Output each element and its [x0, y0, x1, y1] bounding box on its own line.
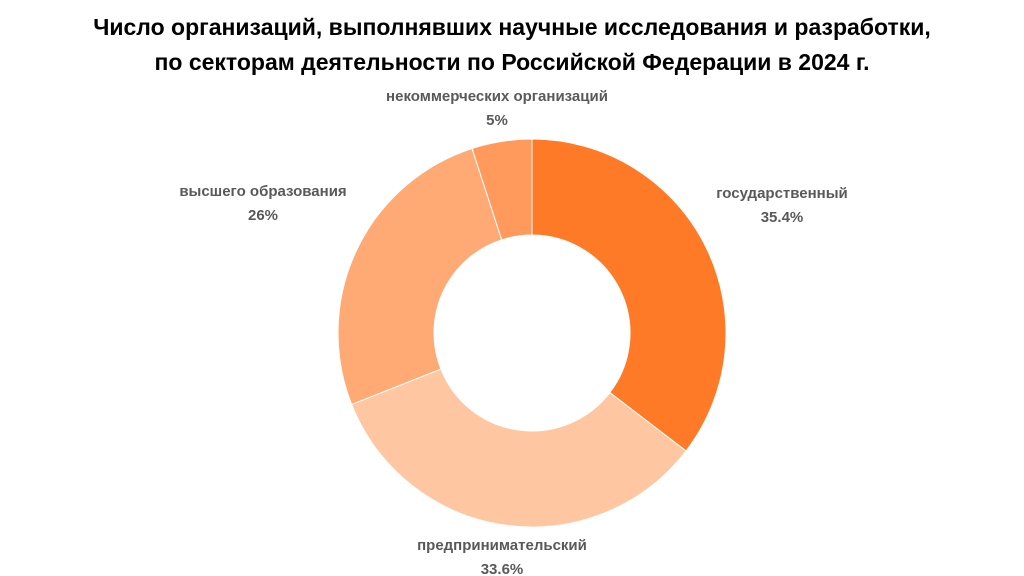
slices-layer	[337, 138, 727, 528]
chart-title-line-2: по секторам деятельности по Российской Ф…	[154, 49, 870, 75]
slice-name-label-3: высшего образования	[179, 183, 346, 200]
slice-4	[471, 138, 533, 241]
chart-title-line-1: Число организаций, выполнявших научные и…	[93, 14, 931, 40]
slice-value-label-4: 5%	[486, 112, 508, 129]
slice-name-label-4: некоммерческих организаций	[386, 88, 608, 105]
labels-layer: государственный 35.4% предпринимательский 3…	[179, 88, 847, 576]
chart-title: Число организаций, выполнявших научные и…	[0, 10, 1024, 80]
slice-value-label-2: 33.6%	[481, 561, 524, 576]
slice-value-label-3: 26%	[248, 207, 278, 224]
slice-3	[337, 147, 503, 406]
slice-name-label-1: государственный	[716, 185, 848, 202]
slice-2	[350, 368, 687, 528]
slice-1	[531, 138, 727, 452]
slice-value-label-1: 35.4%	[761, 209, 804, 226]
slice-name-label-2: предпринимательский	[417, 537, 587, 554]
